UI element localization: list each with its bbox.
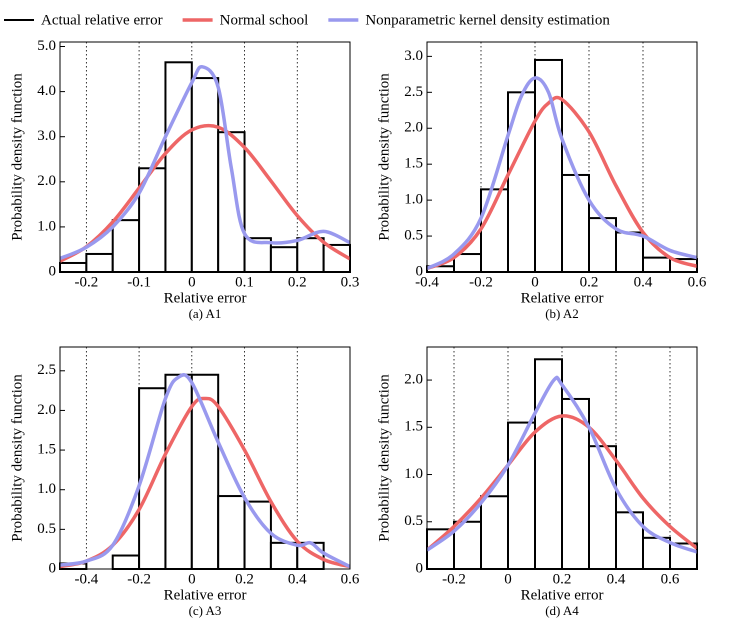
plot-frame — [426, 346, 698, 570]
y-tick-label: 1.5 — [404, 156, 423, 172]
bar — [85, 252, 114, 273]
y-axis-label: Probability density function — [376, 73, 392, 241]
x-tick-label: 0.4 — [634, 274, 653, 290]
x-tick-label: -0.1 — [127, 274, 151, 290]
bar — [507, 421, 536, 570]
panel: -0.2 0 0.2 0.4 0.6 0 0.5 1.0 1.5 2.0 Relative erro… — [376, 346, 698, 618]
y-tick-label: 1.0 — [37, 218, 56, 234]
x-axis-label: Relative error — [164, 290, 247, 306]
y-axis-label: Probability density function — [9, 73, 25, 241]
y-tick-label: 4.0 — [37, 83, 56, 99]
y-tick-label: 0.5 — [404, 228, 423, 244]
y-tick-label: 0 — [416, 560, 424, 576]
density-line — [427, 375, 697, 554]
x-tick-label: 0.6 — [688, 274, 707, 290]
y-tick-label: 2.0 — [404, 120, 423, 136]
bar — [217, 495, 246, 570]
y-tick-label: 2.0 — [404, 372, 423, 388]
y-axis-label: Probability density function — [9, 374, 25, 542]
x-tick-label: -0.4 — [415, 274, 439, 290]
bar — [164, 373, 193, 570]
bar — [269, 246, 299, 273]
y-tick-label: 2.5 — [404, 84, 423, 100]
x-tick-label: 0 — [188, 274, 196, 290]
y-tick-label: 1.0 — [37, 481, 56, 497]
x-tick-label: 0 — [188, 571, 196, 587]
bar — [296, 237, 325, 273]
y-tick-label: 3.0 — [37, 128, 56, 144]
x-tick-label: 0.2 — [553, 571, 572, 587]
caption: (c) A3 — [189, 603, 222, 618]
x-tick-label: -0.4 — [74, 571, 98, 587]
x-tick-label: 0.4 — [288, 571, 307, 587]
plot-frame — [426, 41, 698, 273]
density-line — [427, 76, 697, 270]
legend-label: Nonparametric kernel density estimation — [365, 12, 610, 28]
density-line — [60, 123, 350, 263]
panel: -0.4 -0.2 0 0.2 0.4 0.6 0 0.5 1.0 1.5 2.0 2.5 Relati… — [9, 346, 360, 618]
bar — [59, 261, 88, 273]
y-axis-label: Probability density function — [376, 374, 392, 542]
y-tick-label: 0 — [49, 560, 57, 576]
y-tick-label: 1.5 — [404, 419, 423, 435]
y-tick-label: 1.5 — [37, 442, 56, 458]
y-tick-label: 2.5 — [37, 362, 56, 378]
y-tick-label: 5.0 — [37, 38, 56, 54]
density-line — [427, 414, 697, 552]
y-tick-label: 0.5 — [37, 521, 56, 537]
x-tick-label: 0 — [531, 274, 539, 290]
caption: (b) A2 — [545, 306, 579, 321]
bar — [111, 554, 141, 570]
bar — [588, 445, 617, 571]
x-tick-label: 0.1 — [235, 274, 254, 290]
x-tick-label: 0.6 — [341, 571, 360, 587]
y-tick-label: 0 — [49, 263, 57, 279]
plot-frame — [59, 346, 351, 570]
x-tick-label: 0.4 — [607, 571, 626, 587]
legend: Actual relative error Normal school Nonpar… — [4, 12, 610, 28]
panel: -0.4 -0.2 0 0.2 0.4 0.6 0 0.5 1.0 1.5 2.0 2.5 3.0 Rel… — [376, 41, 707, 321]
bar — [615, 231, 644, 273]
bar — [190, 77, 220, 273]
x-tick-label: 0.2 — [580, 274, 599, 290]
x-tick-label: -0.2 — [74, 274, 98, 290]
bar — [217, 131, 246, 273]
x-tick-label: 0.6 — [661, 571, 680, 587]
y-tick-label: 2.0 — [37, 173, 56, 189]
bar — [243, 500, 272, 571]
legend-label: Actual relative error — [41, 12, 163, 28]
x-tick-label: -0.2 — [469, 274, 493, 290]
x-axis-label: Relative error — [164, 587, 247, 603]
bar — [111, 219, 141, 273]
y-tick-label: 0 — [416, 263, 424, 279]
y-tick-label: 1.0 — [404, 192, 423, 208]
y-tick-label: 3.0 — [404, 48, 423, 64]
legend-label: Normal school — [220, 12, 309, 28]
bar — [164, 61, 193, 274]
bar — [480, 495, 509, 571]
y-tick-label: 2.0 — [37, 402, 56, 418]
x-tick-label: 0.2 — [288, 274, 307, 290]
bar — [642, 256, 671, 273]
panel: -0.2 -0.1 0 0.1 0.2 0.3 0 1.0 2.0 3.0 4.0 5.0 Relati… — [9, 38, 359, 321]
plot-frame — [59, 41, 351, 273]
caption: (d) A4 — [545, 603, 579, 618]
x-tick-label: -0.2 — [127, 571, 151, 587]
x-tick-label: -0.2 — [442, 571, 466, 587]
bar — [561, 397, 590, 571]
bar — [453, 520, 482, 570]
caption: (a) A1 — [189, 306, 222, 321]
density-line — [60, 373, 350, 569]
x-tick-label: 0.2 — [235, 571, 254, 587]
y-tick-label: 0.5 — [404, 513, 423, 529]
x-axis-label: Relative error — [521, 587, 604, 603]
x-tick-label: 0.3 — [341, 274, 360, 290]
x-tick-label: 0 — [504, 571, 512, 587]
x-axis-label: Relative error — [521, 290, 604, 306]
density-line — [60, 65, 350, 261]
bar — [269, 541, 299, 570]
y-tick-label: 1.0 — [404, 466, 423, 482]
